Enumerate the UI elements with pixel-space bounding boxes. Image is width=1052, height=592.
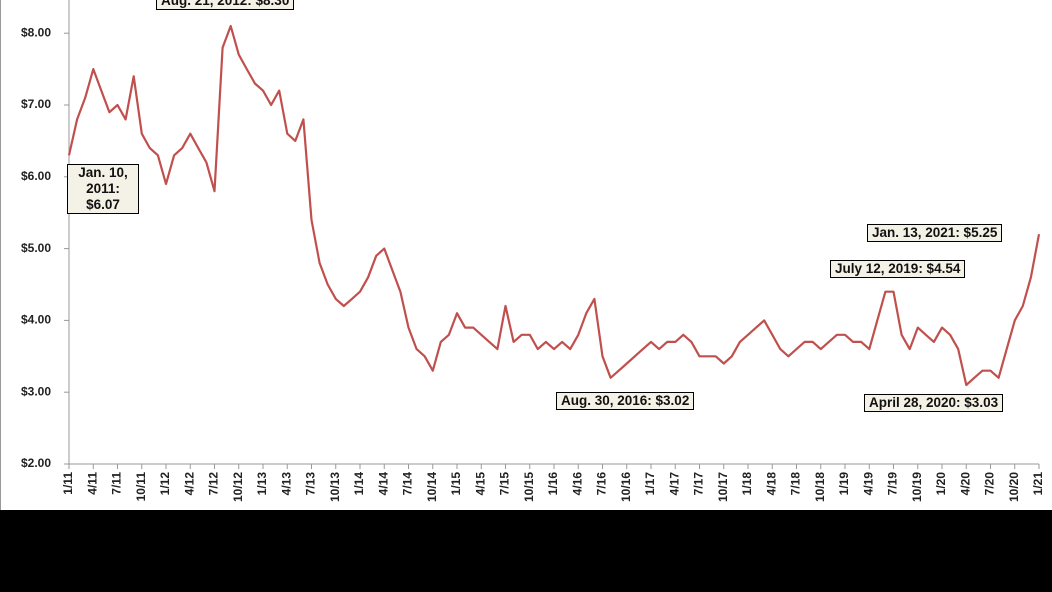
x-tick-label: 7/12: [207, 472, 221, 496]
x-tick-label: 1/16: [546, 472, 560, 496]
x-tick-label: 7/13: [304, 472, 318, 496]
chart: $2.00 $3.00 $4.00 $5.00 $6.00 $7.00 $8.00 1/11 4…: [21, 0, 1045, 502]
x-tick-label: 10/15: [522, 472, 536, 502]
x-tick-label: 10/17: [716, 472, 730, 502]
x-tick-label: 4/17: [667, 472, 681, 496]
x-tick-label: 1/19: [837, 472, 851, 496]
x-tick-label: 7/20: [983, 472, 997, 496]
x-tick-label: 7/15: [498, 472, 512, 496]
x-tick-label: 1/15: [449, 472, 463, 496]
annotation: Jan. 10, 2011: $6.07: [67, 164, 139, 214]
x-tick-label: 7/16: [595, 472, 609, 496]
annotation: July 12, 2019: $4.54: [830, 260, 966, 278]
x-tick-label: 7/14: [401, 472, 415, 496]
price-line: [67, 24, 1041, 387]
x-tick-label: 4/19: [861, 472, 875, 496]
y-tick-label: $7.00: [21, 97, 51, 111]
x-tick-label: 1/18: [740, 472, 754, 496]
y-tick-label: $3.00: [21, 384, 51, 398]
x-tick-label: 10/11: [134, 472, 148, 502]
x-tick-label: 10/20: [1007, 472, 1021, 502]
annotation: Aug. 21, 2012: $8.30: [156, 0, 295, 10]
y-tick-label: $5.00: [21, 241, 51, 255]
chart-area: $2.00 $3.00 $4.00 $5.00 $6.00 $7.00 $8.00 1/11 4…: [0, 0, 1052, 510]
x-tick-label: 1/14: [352, 472, 366, 496]
y-tick-label: $6.00: [21, 169, 51, 183]
x-tick-label: 1/21: [1031, 472, 1045, 496]
x-tick-label: 4/16: [570, 472, 584, 496]
x-tick-label: 7/11: [110, 472, 124, 495]
x-tick-label: 10/13: [328, 472, 342, 502]
x-tick-label: 10/14: [425, 472, 439, 502]
x-tick-label: 4/18: [764, 472, 778, 496]
x-tick-label: 1/20: [934, 472, 948, 496]
x-tick-label: 10/19: [910, 472, 924, 502]
x-tick-label: 4/13: [279, 472, 293, 496]
x-tick-label: 1/17: [643, 472, 657, 496]
x-tick-label: 4/11: [85, 472, 99, 495]
x-tick-label: 1/11: [61, 472, 75, 495]
y-tick-label: $8.00: [21, 25, 51, 39]
x-tick-label: 7/18: [789, 472, 803, 496]
x-tick-label: 4/12: [182, 472, 196, 496]
x-tick-label: 4/14: [376, 472, 390, 496]
x-tick-label: 1/12: [158, 472, 172, 496]
annotation: Jan. 13, 2021: $5.25: [867, 224, 1003, 242]
x-tick-label: 1/13: [255, 472, 269, 496]
y-tick-label: $4.00: [21, 313, 51, 327]
x-tick-label: 10/12: [231, 472, 245, 502]
annotation: Aug. 30, 2016: $3.02: [556, 392, 695, 410]
x-tick-label: 7/19: [886, 472, 900, 496]
x-tick-label: 10/16: [619, 472, 633, 502]
x-tick-label: 7/17: [692, 472, 706, 496]
x-tick-label: 4/15: [473, 472, 487, 496]
y-tick-label: $2.00: [21, 456, 51, 470]
annotation: April 28, 2020: $3.03: [864, 394, 1004, 412]
x-tick-label: 10/18: [813, 472, 827, 502]
x-tick-label: 4/20: [958, 472, 972, 496]
